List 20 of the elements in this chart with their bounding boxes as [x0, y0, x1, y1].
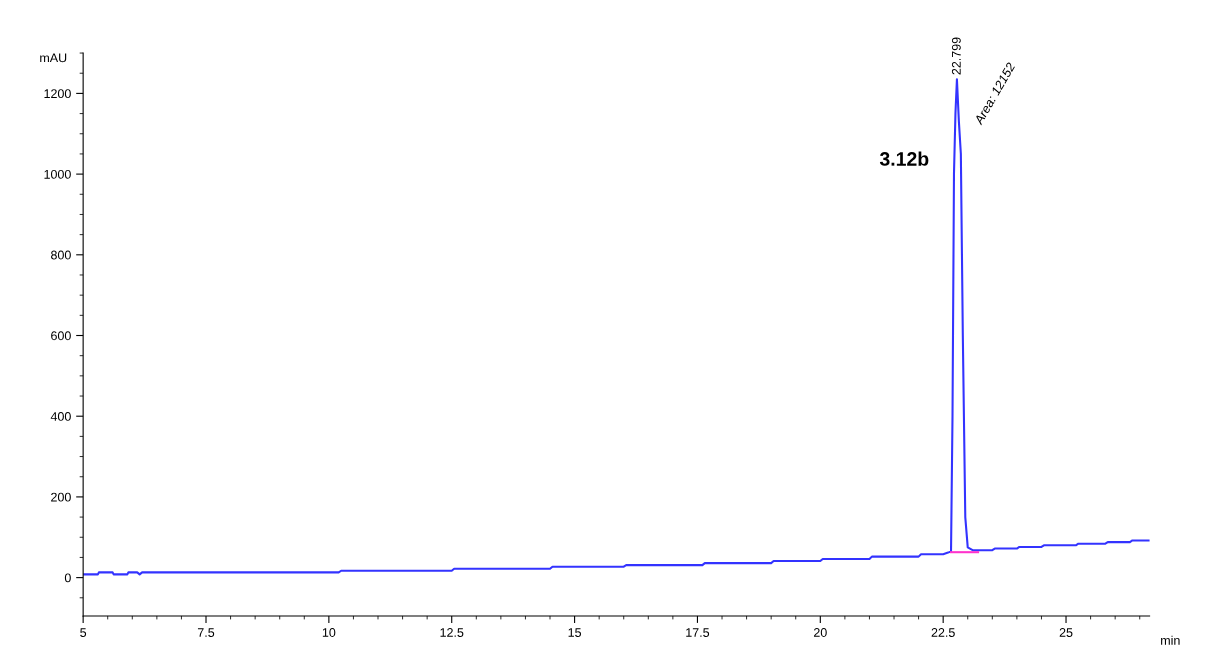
annotation: 3.12b	[879, 151, 929, 166]
x-tick-label: 12.5	[440, 628, 464, 637]
annotation: 22.799	[951, 37, 961, 75]
y-tick-label: 200	[51, 492, 71, 502]
y-tick-label: 0	[64, 573, 71, 583]
x-tick-label: 22.5	[931, 628, 955, 637]
y-tick-label: 400	[50, 412, 71, 421]
x-tick-label: 20	[813, 628, 827, 637]
y-tick-label: 800	[51, 250, 71, 260]
y-axis-title: mAU	[40, 53, 67, 63]
x-tick-label: 10	[322, 628, 336, 637]
y-tick-label: 600	[51, 331, 71, 341]
x-tick-label: 15	[568, 628, 582, 637]
x-axis-title: min	[1161, 635, 1180, 645]
x-tick-label: 5	[80, 628, 87, 637]
x-tick-label: 25	[1059, 628, 1073, 637]
y-tick-label: 1200	[44, 89, 71, 99]
x-tick-label: 17.5	[686, 628, 710, 637]
x-tick-label: 7.5	[197, 628, 215, 637]
y-tick-label: 1000	[44, 169, 71, 179]
